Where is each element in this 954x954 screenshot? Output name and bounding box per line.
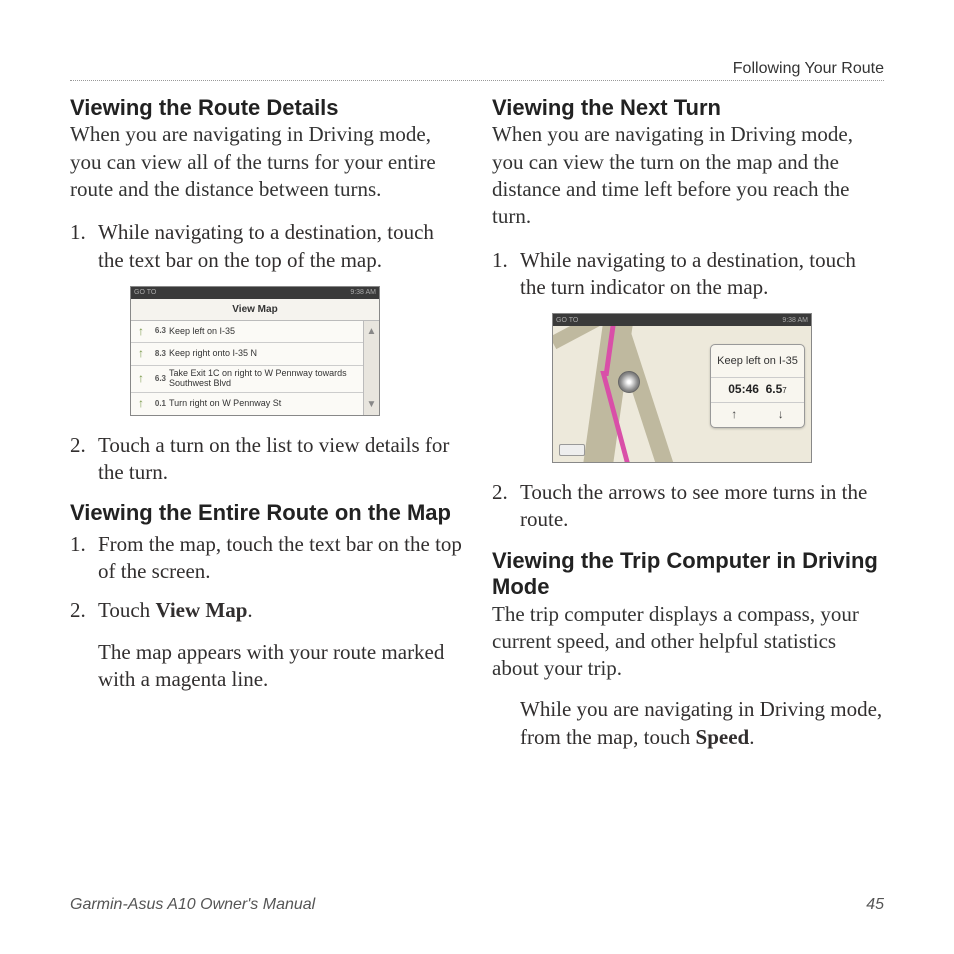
- text-fragment: .: [749, 725, 754, 749]
- turn-distance: 8.3: [147, 349, 169, 359]
- left-column: Viewing the Route Details When you are n…: [70, 91, 462, 751]
- breadcrumb: Following Your Route: [733, 60, 884, 77]
- status-right: 9:38 AM: [782, 316, 808, 325]
- turn-panel-arrows: ↑ ↓: [711, 403, 804, 427]
- status-left: GO TO: [556, 316, 578, 325]
- list-text: While navigating to a destination, touch…: [98, 219, 462, 274]
- ordered-list: 1. While navigating to a destination, to…: [70, 219, 462, 274]
- prev-turn-icon[interactable]: ↑: [731, 407, 737, 423]
- ordered-list: 1. While navigating to a destination, to…: [492, 247, 884, 302]
- list-item: 1. While navigating to a destination, to…: [70, 219, 462, 274]
- heading-entire-route: Viewing the Entire Route on the Map: [70, 500, 462, 526]
- turn-dist: 6.5: [766, 382, 783, 396]
- turn-row[interactable]: ↑ 6.3 Keep left on I-35: [131, 321, 363, 344]
- paragraph: When you are navigating in Driving mode,…: [70, 121, 462, 203]
- turn-row[interactable]: ↑ 8.3 Keep right onto I-35 N: [131, 343, 363, 366]
- turn-row[interactable]: ↑ 6.3 Take Exit 1C on right to W Pennway…: [131, 366, 363, 393]
- heading-trip-computer: Viewing the Trip Computer in Driving Mod…: [492, 548, 884, 601]
- list-item: 1. While navigating to a destination, to…: [492, 247, 884, 302]
- turn-arrow-icon: ↑: [135, 371, 147, 387]
- status-bar: GO TO 9:38 AM: [131, 287, 379, 299]
- turn-info-panel[interactable]: Keep left on I-35 05:46 6.57 ↑ ↓: [710, 344, 805, 427]
- turn-instruction: Keep left on I-35: [169, 327, 359, 337]
- paragraph: When you are navigating in Driving mode,…: [492, 121, 884, 230]
- turn-distance: 6.3: [147, 326, 169, 336]
- scroll-down-icon[interactable]: ▼: [367, 398, 377, 411]
- turn-distance: 0.1: [147, 399, 169, 409]
- screenshot-turn-list: GO TO 9:38 AM View Map ↑ 6.3 Keep left o…: [130, 286, 380, 416]
- turn-list: ↑ 6.3 Keep left on I-35 ↑ 8.3 Keep right…: [131, 321, 363, 415]
- list-item: 2. Touch View Map.: [70, 597, 462, 624]
- list-text: While navigating to a destination, touch…: [520, 247, 884, 302]
- text-fragment: .: [247, 598, 252, 622]
- step-note: While you are navigating in Driving mode…: [520, 696, 884, 751]
- list-text: Touch the arrows to see more turns in th…: [520, 479, 884, 534]
- map-area[interactable]: Keep left on I-35 05:46 6.57 ↑ ↓: [553, 326, 811, 462]
- page-header: Following Your Route: [70, 60, 884, 81]
- turn-time: 05:46: [728, 382, 759, 396]
- list-text: Touch a turn on the list to view details…: [98, 432, 462, 487]
- list-number: 1.: [70, 219, 98, 274]
- heading-route-details: Viewing the Route Details: [70, 95, 462, 121]
- turn-dist-unit: 7: [782, 386, 786, 395]
- manual-page: Following Your Route Viewing the Route D…: [0, 0, 954, 954]
- ordered-list: 1. From the map, touch the text bar on t…: [70, 531, 462, 625]
- page-footer: Garmin-Asus A10 Owner's Manual 45: [70, 896, 884, 914]
- list-number: 1.: [70, 531, 98, 586]
- list-item: 2. Touch the arrows to see more turns in…: [492, 479, 884, 534]
- list-number: 1.: [492, 247, 520, 302]
- text-fragment: Touch: [98, 598, 155, 622]
- footer-left: Garmin-Asus A10 Owner's Manual: [70, 896, 315, 914]
- list-item: 2. Touch a turn on the list to view deta…: [70, 432, 462, 487]
- scroll-up-icon[interactable]: ▲: [367, 325, 377, 338]
- turn-arrow-icon: ↑: [135, 396, 147, 412]
- list-text: From the map, touch the text bar on the …: [98, 531, 462, 586]
- paragraph: The trip computer displays a compass, yo…: [492, 601, 884, 683]
- bold-term: Speed: [696, 725, 750, 749]
- list-number: 2.: [492, 479, 520, 534]
- list-text: Touch View Map.: [98, 597, 462, 624]
- turn-row[interactable]: ↑ 0.1 Turn right on W Pennway St: [131, 393, 363, 415]
- turn-panel-time-dist: 05:46 6.57: [711, 378, 804, 403]
- turn-distance: 6.3: [147, 374, 169, 384]
- two-columns: Viewing the Route Details When you are n…: [70, 91, 884, 751]
- turn-list-body: ↑ 6.3 Keep left on I-35 ↑ 8.3 Keep right…: [131, 321, 379, 415]
- turn-instruction: Take Exit 1C on right to W Pennway towar…: [169, 369, 359, 389]
- status-right: 9:38 AM: [350, 288, 376, 297]
- bold-term: View Map: [155, 598, 247, 622]
- screenshot-next-turn: GO TO 9:38 AM Keep left on I-35 05:46 6.…: [552, 313, 812, 463]
- scrollbar[interactable]: ▲ ▼: [363, 321, 379, 415]
- map-zoom-control[interactable]: [559, 444, 585, 456]
- view-map-button[interactable]: View Map: [131, 299, 379, 321]
- list-number: 2.: [70, 597, 98, 624]
- list-item: 1. From the map, touch the text bar on t…: [70, 531, 462, 586]
- heading-next-turn: Viewing the Next Turn: [492, 95, 884, 121]
- ordered-list: 2. Touch the arrows to see more turns in…: [492, 479, 884, 534]
- turn-arrow-icon: ↑: [135, 324, 147, 340]
- step-note: The map appears with your route marked w…: [98, 639, 462, 694]
- vehicle-icon: [618, 371, 640, 393]
- footer-page-number: 45: [866, 896, 884, 914]
- turn-instruction: Keep right onto I-35 N: [169, 349, 359, 359]
- status-bar: GO TO 9:38 AM: [553, 314, 811, 326]
- turn-instruction: Turn right on W Pennway St: [169, 399, 359, 409]
- status-left: GO TO: [134, 288, 156, 297]
- ordered-list: 2. Touch a turn on the list to view deta…: [70, 432, 462, 487]
- list-number: 2.: [70, 432, 98, 487]
- right-column: Viewing the Next Turn When you are navig…: [492, 91, 884, 751]
- turn-panel-instruction: Keep left on I-35: [711, 345, 804, 378]
- turn-arrow-icon: ↑: [135, 346, 147, 362]
- next-turn-icon[interactable]: ↓: [778, 407, 784, 423]
